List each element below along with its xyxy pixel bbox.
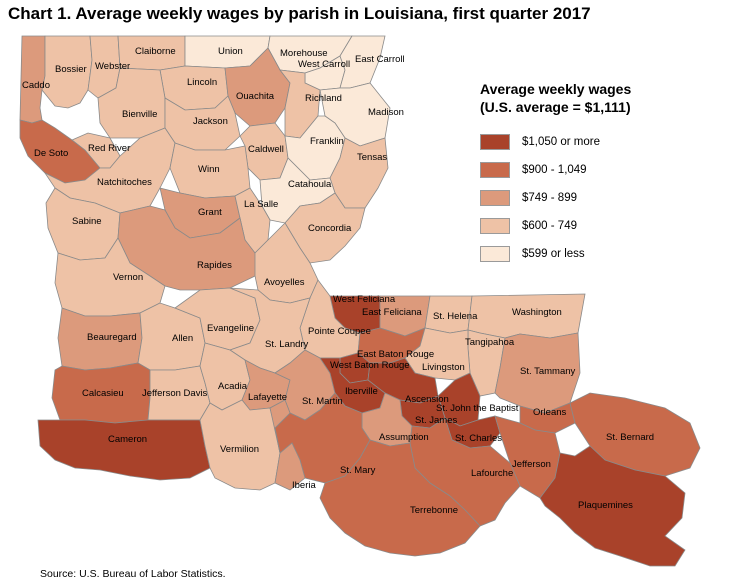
- parish-label: Red River: [88, 143, 130, 154]
- parish-label: East Feliciana: [362, 307, 422, 318]
- parish-label: Bossier: [55, 64, 87, 75]
- legend-swatch: [480, 246, 510, 262]
- parish-label: Natchitoches: [97, 177, 152, 188]
- legend-item: $900 - 1,049: [480, 156, 631, 184]
- louisiana-parish-map: Caddo Bossier Webster Claiborne Union Morehou…: [19, 35, 701, 567]
- parish-label: Morehouse: [280, 48, 328, 59]
- parish-label: Pointe Coupee: [308, 326, 371, 337]
- parish-label: Livingston: [422, 362, 465, 373]
- parish-label: Webster: [95, 61, 130, 72]
- parish-label: Winn: [198, 164, 220, 175]
- parish-label: St. Charles: [455, 433, 502, 444]
- parish-label: Madison: [368, 107, 404, 118]
- parish-label: Lincoln: [187, 77, 217, 88]
- parish-label: St. Mary: [340, 465, 376, 476]
- parish-label: Calcasieu: [82, 388, 124, 399]
- parish-label: Jefferson Davis: [142, 388, 208, 399]
- parish-label: Evangeline: [207, 323, 254, 334]
- parish-label: Bienville: [122, 109, 157, 120]
- legend-label: $900 - 1,049: [522, 164, 587, 176]
- parish-label: Iberville: [345, 386, 378, 397]
- parish-label: Concordia: [308, 223, 352, 234]
- parish-label: Richland: [305, 93, 342, 104]
- parish-label: Beauregard: [87, 332, 137, 343]
- parish-label: Plaquemines: [578, 500, 633, 511]
- parish-label: Lafourche: [471, 468, 513, 479]
- parish-label: Allen: [172, 333, 193, 344]
- parish-label: West Baton Rouge: [330, 360, 410, 371]
- legend-item: $599 or less: [480, 240, 631, 268]
- parish-label: East Carroll: [355, 54, 405, 65]
- parish-label: Cameron: [108, 434, 147, 445]
- parish-label: Orleans: [533, 407, 567, 418]
- legend: Average weekly wages (U.S. average = $1,…: [480, 80, 631, 268]
- parish-label: Tensas: [357, 152, 387, 163]
- parish-label: Caddo: [22, 80, 50, 91]
- parish-label: Iberia: [292, 480, 316, 491]
- parish-label: La Salle: [244, 199, 278, 210]
- legend-label: $1,050 or more: [522, 136, 600, 148]
- parish-label: Lafayette: [248, 392, 287, 403]
- parish-shape: [37, 419, 211, 481]
- legend-item: $749 - 899: [480, 184, 631, 212]
- parish-label: Assumption: [379, 432, 429, 443]
- legend-item: $600 - 749: [480, 212, 631, 240]
- parish-label: Vernon: [113, 272, 143, 283]
- parish-label: Vermilion: [220, 444, 259, 455]
- parish-label: West Carroll: [298, 59, 350, 70]
- parish-label: Acadia: [218, 381, 248, 392]
- legend-swatch: [480, 162, 510, 178]
- parish-shape: [539, 445, 686, 567]
- parish-label: Claiborne: [135, 46, 176, 57]
- parish-label: St. Bernard: [606, 432, 654, 443]
- parish-label: Catahoula: [288, 179, 332, 190]
- legend-title: Average weekly wages (U.S. average = $1,…: [480, 80, 631, 116]
- parish-label: De Soto: [34, 148, 68, 159]
- legend-item: $1,050 or more: [480, 128, 631, 156]
- parish-label: Sabine: [72, 216, 102, 227]
- legend-swatch: [480, 134, 510, 150]
- parish-label: Caldwell: [248, 144, 284, 155]
- chart-title: Chart 1. Average weekly wages by parish …: [8, 4, 591, 23]
- parish-label: East Baton Rouge: [357, 349, 434, 360]
- legend-swatch: [480, 218, 510, 234]
- source-note: Source: U.S. Bureau of Labor Statistics.: [40, 568, 226, 580]
- parish-label: Grant: [198, 207, 222, 218]
- parish-label: Terrebonne: [410, 505, 458, 516]
- parish-label: Rapides: [197, 260, 232, 271]
- legend-swatch: [480, 190, 510, 206]
- parish-label: West Feliciana: [333, 294, 396, 305]
- legend-title-line2: (U.S. average = $1,111): [480, 99, 631, 115]
- parish-label: Franklin: [310, 136, 344, 147]
- parish-label: St. Helena: [433, 311, 478, 322]
- legend-label: $749 - 899: [522, 192, 577, 204]
- parish-shape: [319, 439, 481, 557]
- parish-label: St. Tammany: [520, 366, 576, 377]
- parish-label: St. Landry: [265, 339, 309, 350]
- parish-label: Washington: [512, 307, 562, 318]
- parish-label: Ascension: [405, 394, 449, 405]
- parish-shape: [269, 399, 306, 491]
- parish-label: Jackson: [193, 116, 228, 127]
- parish-label: St. James: [415, 415, 457, 426]
- parish-label: Tangipahoa: [465, 337, 515, 348]
- parish-label: Jefferson: [512, 459, 551, 470]
- legend-title-line1: Average weekly wages: [480, 81, 632, 97]
- parish-label: Ouachita: [236, 91, 275, 102]
- legend-label: $599 or less: [522, 248, 585, 260]
- parish-label: St. John the Baptist: [436, 403, 519, 414]
- legend-label: $600 - 749: [522, 220, 577, 232]
- parish-label: Avoyelles: [264, 277, 305, 288]
- parish-label: Union: [218, 46, 243, 57]
- parish-label: St. Martin: [302, 396, 343, 407]
